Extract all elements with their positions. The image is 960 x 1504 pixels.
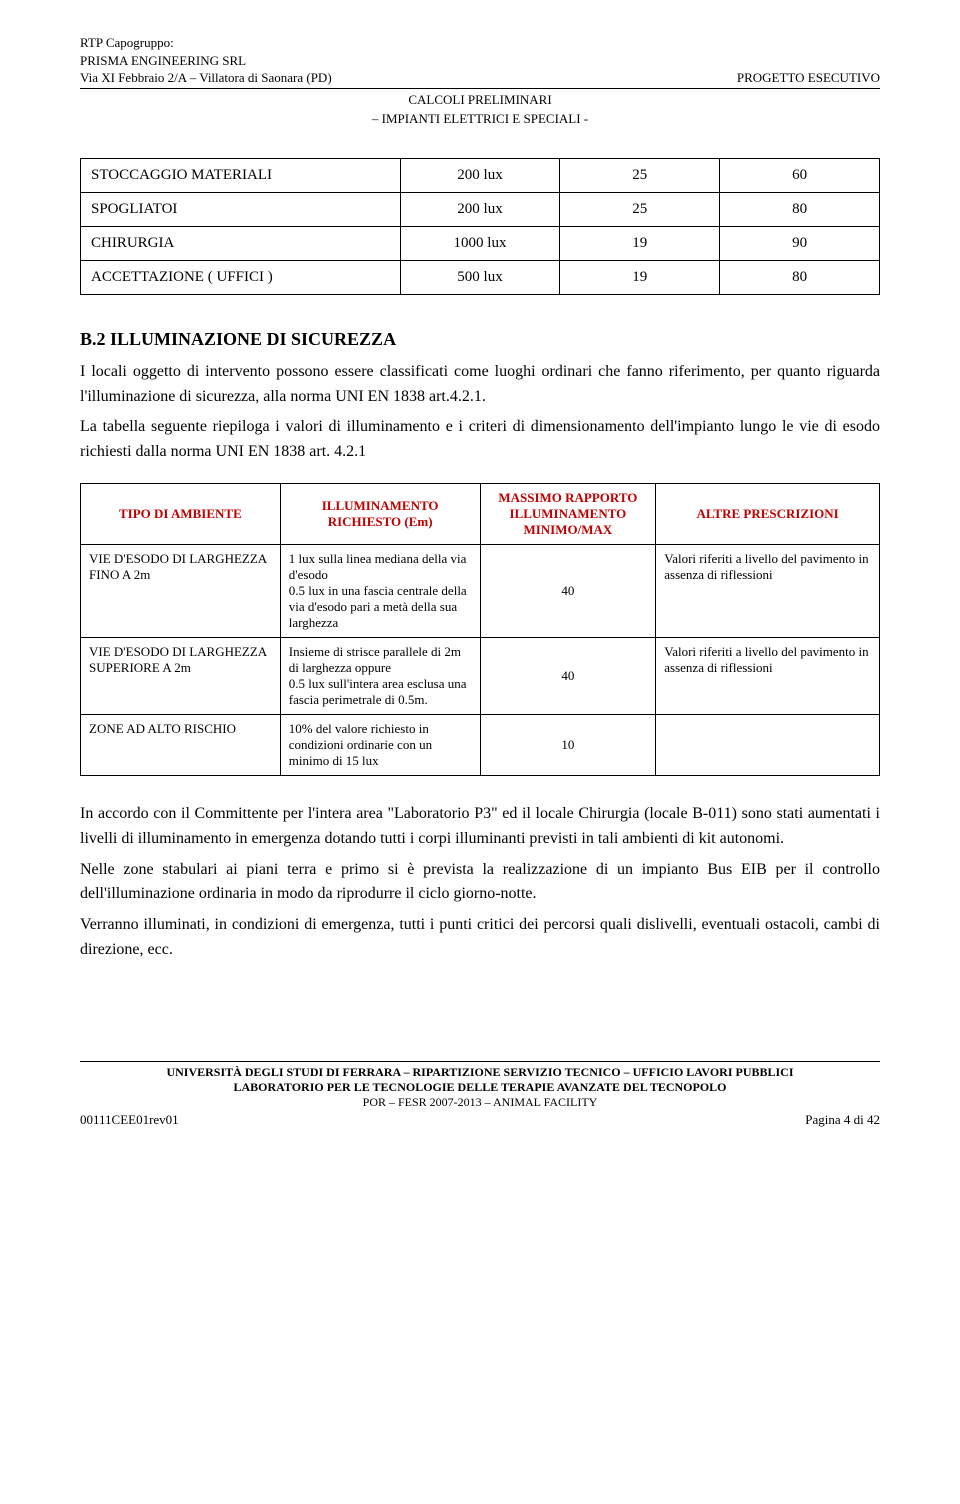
paragraph: In accordo con il Committente per l'inte… [80, 802, 880, 852]
page-header: RTP Capogruppo: PRISMA ENGINEERING SRL V… [80, 34, 880, 128]
table-cell [656, 714, 880, 775]
paragraph: Nelle zone stabulari ai piani terra e pr… [80, 858, 880, 908]
footer-top: UNIVERSITÀ DEGLI STUDI DI FERRARA – RIPA… [80, 1061, 880, 1110]
table-cell: 1 lux sulla linea mediana della via d'es… [280, 544, 480, 637]
footer-left: 00111CEE01rev01 [80, 1112, 179, 1128]
table-cell: 90 [720, 226, 880, 260]
table-row: ACCETTAZIONE ( UFFICI ) 500 lux 19 80 [81, 260, 880, 294]
table-header: TIPO DI AMBIENTE [81, 483, 281, 544]
section-heading: B.2 ILLUMINAZIONE DI SICUREZZA [80, 329, 880, 350]
table-row: SPOGLIATOI 200 lux 25 80 [81, 192, 880, 226]
header-left-line2: PRISMA ENGINEERING SRL [80, 52, 880, 70]
header-left-line3: Via XI Febbraio 2/A – Villatora di Saona… [80, 69, 332, 87]
table-locali: STOCCAGGIO MATERIALI 200 lux 25 60 SPOGL… [80, 158, 880, 295]
footer-line3: POR – FESR 2007-2013 – ANIMAL FACILITY [80, 1095, 880, 1110]
table-cell: 500 lux [400, 260, 560, 294]
table-header: MASSIMO RAPPORTO ILLUMINAMENTO MINIMO/MA… [480, 483, 656, 544]
table-cell-label: CHIRURGIA [81, 226, 401, 260]
table-cell-label: SPOGLIATOI [81, 192, 401, 226]
footer-bottom-row: 00111CEE01rev01 Pagina 4 di 42 [80, 1112, 880, 1128]
paragraph: I locali oggetto di intervento possono e… [80, 360, 880, 410]
table-cell: 25 [560, 192, 720, 226]
table-cell: ZONE AD ALTO RISCHIO [81, 714, 281, 775]
table-row: CHIRURGIA 1000 lux 19 90 [81, 226, 880, 260]
table-cell: VIE D'ESODO DI LARGHEZZA SUPERIORE A 2m [81, 637, 281, 714]
subheader-line1: CALCOLI PRELIMINARI [80, 91, 880, 109]
table-cell-label: ACCETTAZIONE ( UFFICI ) [81, 260, 401, 294]
table-cell: 60 [720, 158, 880, 192]
table-cell: 40 [480, 637, 656, 714]
table-row: VIE D'ESODO DI LARGHEZZA SUPERIORE A 2m … [81, 637, 880, 714]
table-cell: VIE D'ESODO DI LARGHEZZA FINO A 2m [81, 544, 281, 637]
table-cell: 10 [480, 714, 656, 775]
header-right: PROGETTO ESECUTIVO [737, 69, 880, 87]
footer-right: Pagina 4 di 42 [805, 1112, 880, 1128]
table-cell: 200 lux [400, 158, 560, 192]
table-cell: 80 [720, 192, 880, 226]
table-header-row: TIPO DI AMBIENTE ILLUMINAMENTO RICHIESTO… [81, 483, 880, 544]
table-cell: 25 [560, 158, 720, 192]
table-cell: 19 [560, 226, 720, 260]
table-cell: 1000 lux [400, 226, 560, 260]
table-cell: Valori riferiti a livello del pavimento … [656, 544, 880, 637]
subheader-line2: – IMPIANTI ELETTRICI E SPECIALI - [80, 110, 880, 128]
table-cell: 19 [560, 260, 720, 294]
table-cell: 200 lux [400, 192, 560, 226]
paragraph: Verranno illuminati, in condizioni di em… [80, 913, 880, 963]
page-footer: UNIVERSITÀ DEGLI STUDI DI FERRARA – RIPA… [80, 1061, 880, 1128]
header-left-line1: RTP Capogruppo: [80, 34, 880, 52]
table-cell-label: STOCCAGGIO MATERIALI [81, 158, 401, 192]
header-divider [80, 88, 880, 89]
page: RTP Capogruppo: PRISMA ENGINEERING SRL V… [0, 0, 960, 1168]
table-row: VIE D'ESODO DI LARGHEZZA FINO A 2m 1 lux… [81, 544, 880, 637]
paragraph: La tabella seguente riepiloga i valori d… [80, 415, 880, 465]
table-cell: Valori riferiti a livello del pavimento … [656, 637, 880, 714]
table-row: STOCCAGGIO MATERIALI 200 lux 25 60 [81, 158, 880, 192]
table-cell: 10% del valore richiesto in condizioni o… [280, 714, 480, 775]
table-cell: 40 [480, 544, 656, 637]
table-cell: 80 [720, 260, 880, 294]
table-illuminamento: TIPO DI AMBIENTE ILLUMINAMENTO RICHIESTO… [80, 483, 880, 776]
table-header: ILLUMINAMENTO RICHIESTO (Em) [280, 483, 480, 544]
table-cell: Insieme di strisce parallele di 2m di la… [280, 637, 480, 714]
table-row: ZONE AD ALTO RISCHIO 10% del valore rich… [81, 714, 880, 775]
table-header: ALTRE PRESCRIZIONI [656, 483, 880, 544]
footer-line2: LABORATORIO PER LE TECNOLOGIE DELLE TERA… [80, 1080, 880, 1095]
footer-line1: UNIVERSITÀ DEGLI STUDI DI FERRARA – RIPA… [80, 1065, 880, 1080]
paragraph-block: In accordo con il Committente per l'inte… [80, 802, 880, 963]
